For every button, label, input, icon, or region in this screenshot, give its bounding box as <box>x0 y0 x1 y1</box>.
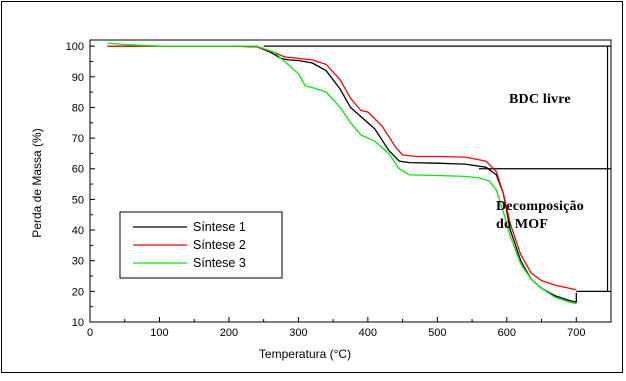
y-tick-label: 90 <box>72 72 84 84</box>
y-axis-title: Perda de Massa (%) <box>30 128 44 237</box>
y-tick-label: 80 <box>72 102 84 114</box>
y-tick-label: 20 <box>72 286 84 298</box>
annotation-decomposicao: Decomposição <box>496 199 584 214</box>
legend-label-sintese-2: Síntese 2 <box>193 238 246 252</box>
x-tick-label: 500 <box>428 327 446 339</box>
y-tick-label: 100 <box>66 41 84 53</box>
x-tick-label: 0 <box>87 327 93 339</box>
annotation-bdc-livre: BDC livre <box>509 92 571 107</box>
y-tick-label: 40 <box>72 225 84 237</box>
y-tick-label: 60 <box>72 164 84 176</box>
x-tick-label: 600 <box>498 327 516 339</box>
y-tick-label: 50 <box>72 194 84 206</box>
annotation-do-mof: do MOF <box>496 217 548 232</box>
series-line-sintese-3 <box>107 42 577 305</box>
legend-label-sintese-1: Síntese 1 <box>193 220 246 234</box>
legend: Síntese 1 Síntese 2 Síntese 3 <box>119 211 283 279</box>
legend-label-sintese-3: Síntese 3 <box>193 256 246 270</box>
x-tick-label: 700 <box>567 327 585 339</box>
plot-area-frame <box>89 39 612 323</box>
y-tick-label: 70 <box>72 133 84 145</box>
x-tick-label: 100 <box>150 327 168 339</box>
x-axis-title: Temperatura (°C) <box>259 347 351 361</box>
x-tick-label: 200 <box>220 327 238 339</box>
x-tick-label: 400 <box>359 327 377 339</box>
x-tick-label: 300 <box>289 327 307 339</box>
y-tick-label: 30 <box>72 256 84 268</box>
y-tick-label: 10 <box>72 317 84 329</box>
figure-frame <box>1 1 623 373</box>
